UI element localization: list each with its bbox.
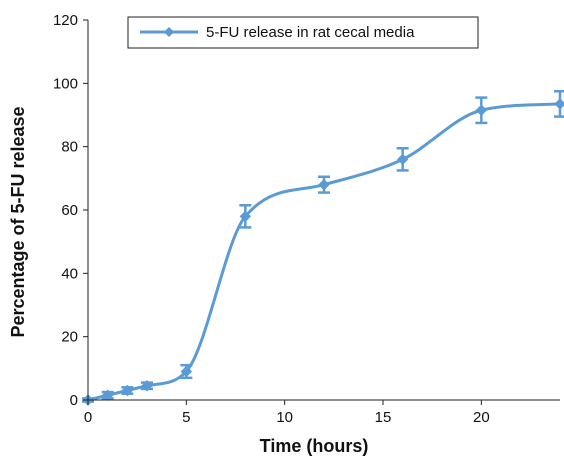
- marker-layer: [82, 98, 564, 406]
- x-tick-label: 0: [84, 409, 92, 426]
- x-tick-label: 5: [182, 409, 190, 426]
- data-point: [475, 104, 488, 116]
- y-tick-label: 100: [53, 75, 78, 92]
- series-line: [87, 102, 561, 402]
- y-tick-label: 0: [70, 392, 78, 409]
- legend-label: 5-FU release in rat cecal media: [206, 24, 415, 41]
- legend: 5-FU release in rat cecal media: [127, 16, 479, 49]
- y-tick-label: 40: [61, 265, 78, 282]
- y-tick-label: 60: [61, 202, 78, 219]
- x-tick-layer: 0 5 10 15 20: [84, 400, 490, 426]
- data-point: [239, 210, 252, 223]
- series-curve-layer: [87, 102, 561, 402]
- data-point: [180, 365, 193, 378]
- y-tick-layer: 0 20 40 60 80 100 120: [53, 12, 88, 409]
- x-axis-title: Time (hours): [260, 436, 369, 456]
- y-tick-label: 80: [61, 139, 78, 156]
- x-tick-label: 20: [473, 409, 490, 426]
- error-bar-layer: [82, 90, 564, 403]
- data-point: [121, 384, 134, 397]
- y-axis-title: Percentage of 5-FU release: [8, 106, 28, 337]
- data-point: [141, 380, 153, 392]
- x-tick-label: 10: [276, 409, 293, 426]
- data-point: [554, 98, 564, 110]
- x-tick-label: 15: [375, 409, 392, 426]
- data-point: [318, 178, 330, 191]
- legend-marker-swatch: [164, 27, 174, 37]
- y-tick-label: 20: [61, 329, 78, 346]
- data-point: [396, 153, 409, 166]
- y-tick-label: 120: [53, 12, 78, 29]
